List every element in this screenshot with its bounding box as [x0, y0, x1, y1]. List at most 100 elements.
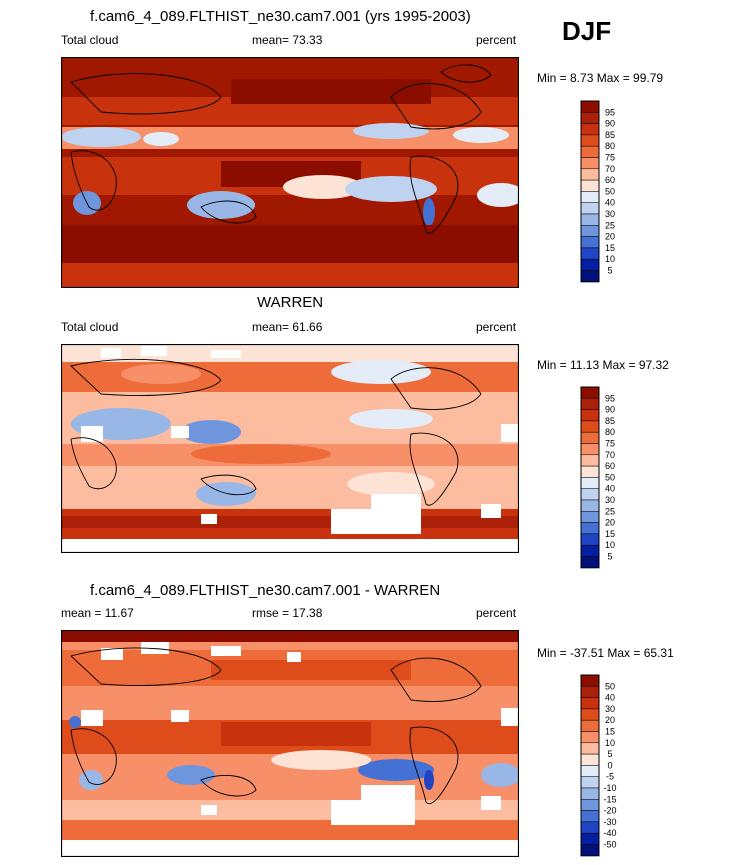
colorbar-swatch: [580, 247, 600, 260]
colorbar-swatch: [580, 112, 600, 124]
colorbar-swatch: [580, 443, 600, 456]
colorbar-swatch: [580, 742, 600, 755]
colorbar-swatch: [580, 719, 600, 732]
colorbar-label: 30: [605, 704, 615, 714]
colorbar-swatch: [580, 420, 600, 433]
colorbar-label: 85: [605, 130, 615, 140]
colorbar-frame: [580, 386, 600, 569]
colorbar-label: 20: [605, 518, 615, 528]
colorbar-label: 15: [605, 243, 615, 253]
colorbar-label: 25: [605, 220, 615, 230]
colorbar-label: 60: [605, 175, 615, 185]
colorbar-label: 20: [605, 232, 615, 242]
colorbar-label: 50: [605, 186, 615, 196]
colorbar-label: 40: [605, 693, 615, 703]
colorbar-swatch: [580, 765, 600, 777]
colorbar-label: 75: [605, 153, 615, 163]
colorbar-label: 5: [607, 749, 612, 759]
panel-3-map: [61, 630, 519, 857]
colorbar-swatch: [580, 522, 600, 535]
colorbar-label: 80: [605, 141, 615, 151]
colorbar-label: 30: [605, 209, 615, 219]
panel-2-left-label: Total cloud: [61, 320, 119, 334]
colorbar-swatch: [580, 674, 600, 687]
colorbar-label: 10: [605, 254, 615, 264]
colorbar-swatch: [580, 191, 600, 203]
colorbar-label: -30: [603, 817, 616, 827]
colorbar-swatch: [580, 100, 600, 113]
colorbar-label: -50: [603, 840, 616, 850]
colorbar-swatch: [580, 821, 600, 834]
colorbar-label: 5: [607, 266, 612, 276]
panel-2-units-label: percent: [476, 320, 517, 334]
colorbar-swatch: [580, 179, 600, 192]
colorbar-label: 80: [605, 427, 615, 437]
colorbar-label: 40: [605, 484, 615, 494]
colorbar-swatch: [580, 511, 600, 523]
colorbar-label: -15: [603, 794, 616, 804]
colorbar-label: 95: [605, 107, 615, 117]
colorbar-swatch: [580, 409, 600, 422]
colorbar-swatch: [580, 686, 600, 698]
panel-1-title: f.cam6_4_089.FLTHIST_ne30.cam7.001 (yrs …: [90, 8, 471, 25]
panel-1-map: [61, 57, 519, 288]
colorbar-swatch: [580, 465, 600, 478]
colorbar-label: -10: [603, 783, 616, 793]
colorbar-label: -20: [603, 806, 616, 816]
colorbar-swatch: [580, 533, 600, 546]
colorbar-label: 25: [605, 506, 615, 516]
colorbar-swatch: [580, 708, 600, 721]
colorbar-swatch: [580, 499, 600, 512]
colorbar-label: 15: [605, 529, 615, 539]
panel-3-mean-label: mean = 11.67: [61, 606, 134, 620]
colorbar-swatch: [580, 431, 600, 444]
colorbar-swatch: [580, 844, 600, 857]
colorbar-label: 40: [605, 198, 615, 208]
colorbar-label: 30: [605, 495, 615, 505]
colorbar-swatch: [580, 236, 600, 249]
colorbar-swatch: [580, 258, 600, 271]
colorbar-swatch: [580, 556, 600, 569]
colorbar-label: 60: [605, 461, 615, 471]
panel-3-minmax: Min = -37.51 Max = 65.31: [537, 646, 674, 660]
panel-1-mean-label: mean= 73.33: [252, 33, 323, 47]
colorbar-swatch: [580, 477, 600, 489]
panel-1-minmax: Min = 8.73 Max = 99.79: [537, 71, 664, 85]
colorbar-swatch: [580, 731, 600, 744]
colorbar-swatch: [580, 157, 600, 170]
colorbar-label: 85: [605, 416, 615, 426]
colorbar-swatch: [580, 202, 600, 215]
colorbar-swatch: [580, 810, 600, 823]
colorbar-swatch: [580, 799, 600, 811]
panel-3-units-label: percent: [476, 606, 517, 620]
colorbar-swatch: [580, 398, 600, 410]
colorbar-label: 75: [605, 439, 615, 449]
colorbar-label: 10: [605, 738, 615, 748]
colorbar-swatch: [580, 488, 600, 501]
panel-3-title: f.cam6_4_089.FLTHIST_ne30.cam7.001 - WAR…: [90, 582, 441, 599]
colorbar-frame: [580, 100, 600, 283]
colorbar-label: 95: [605, 393, 615, 403]
colorbar-swatch: [580, 225, 600, 237]
colorbar-label: 5: [607, 552, 612, 562]
map-frame: [61, 344, 519, 553]
colorbar-label: -40: [603, 828, 616, 838]
colorbar-label: 15: [605, 727, 615, 737]
panel-3-rmse-label: rmse = 17.38: [252, 606, 323, 620]
colorbar-swatch: [580, 386, 600, 399]
colorbar-swatch: [580, 454, 600, 467]
panel-1-units-label: percent: [476, 33, 517, 47]
colorbar-swatch: [580, 134, 600, 147]
colorbar-swatch: [580, 213, 600, 226]
colorbar-swatch: [580, 753, 600, 766]
panel-2-minmax: Min = 11.13 Max = 97.32: [537, 358, 669, 372]
colorbar-label: -5: [606, 772, 614, 782]
panel-1-left-label: Total cloud: [61, 33, 119, 47]
colorbar-swatch: [580, 123, 600, 136]
colorbar-label: 70: [605, 450, 615, 460]
colorbar-swatch: [580, 544, 600, 557]
map-frame: [61, 57, 519, 288]
